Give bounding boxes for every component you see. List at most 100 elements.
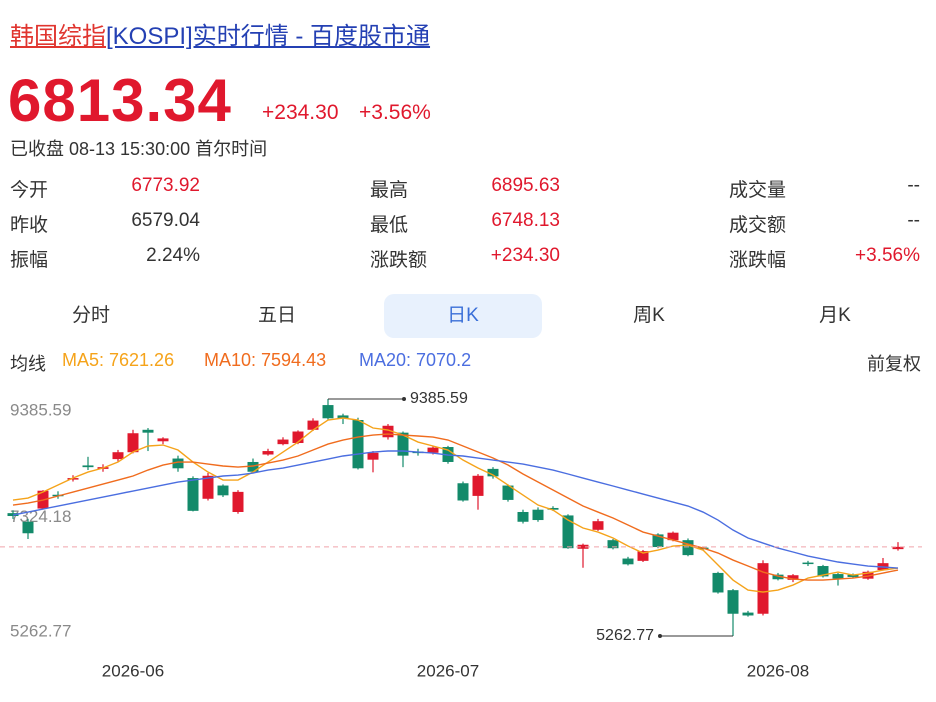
candle-body: [82, 465, 94, 468]
stat-value: --: [907, 175, 920, 196]
candle-body: [457, 483, 469, 501]
candle-body: [472, 475, 484, 496]
candle-body: [712, 572, 724, 593]
candle-body: [592, 521, 604, 530]
stat-label: 昨收: [10, 215, 49, 236]
stat-label: 最高: [370, 180, 409, 201]
candle-body: [427, 447, 439, 453]
tab[interactable]: 月K: [819, 305, 851, 326]
max-dot: [402, 397, 406, 401]
y-tick-label: 9385.59: [10, 400, 71, 419]
candle-body: [757, 563, 769, 614]
candle-body: [502, 485, 514, 500]
candle-body: [247, 461, 259, 472]
candle-body: [577, 544, 589, 549]
kline-chart: 9385.59 7324.18 5262.77 2026-06 2026-07 2026-…: [0, 390, 922, 680]
page-title: 韩国综指[KOSPI]实时行情 - 百度股市通: [10, 16, 430, 51]
title-link[interactable]: 韩国综指: [10, 23, 106, 50]
max-label: 9385.59: [410, 390, 468, 407]
stat-value: 6773.92: [131, 175, 200, 196]
change: +234.30: [262, 101, 339, 124]
legend-item: MA10: 7594.43: [204, 350, 327, 370]
candle-body: [127, 433, 139, 453]
candle-body: [487, 468, 499, 477]
candle-body: [262, 451, 274, 455]
legend-item: MA5: 7621.26: [62, 350, 175, 370]
candle-body: [202, 475, 214, 499]
stat-value: 2.24%: [146, 245, 200, 266]
candle-body: [832, 574, 844, 579]
ma-line: [12, 433, 899, 581]
min-label: 5262.77: [596, 627, 654, 644]
y-tick-label: 5262.77: [10, 621, 71, 640]
candle-body: [232, 491, 244, 512]
candle-body: [637, 551, 649, 561]
candle-body: [652, 534, 664, 548]
stat-label: 涨跌幅: [729, 250, 787, 271]
stat-label: 成交量: [729, 180, 787, 201]
candle-body: [157, 438, 169, 442]
candle-body: [862, 571, 874, 579]
candle-body: [532, 509, 544, 521]
x-tick-label: 2026-08: [747, 661, 809, 680]
candle-body: [322, 405, 334, 419]
tab[interactable]: 周K: [633, 305, 665, 326]
candle-body: [817, 566, 829, 577]
x-tick-label: 2026-07: [417, 661, 479, 680]
candle-body: [187, 478, 199, 511]
adjust-label[interactable]: 前复权: [867, 354, 921, 374]
stat-value: 6748.13: [491, 210, 560, 231]
candle-body: [772, 574, 784, 580]
stat-label: 成交额: [729, 215, 787, 236]
price: 6813.34: [8, 67, 232, 134]
candle-body: [292, 431, 304, 444]
candle-body: [382, 425, 394, 438]
candle-body: [67, 478, 79, 480]
stat-value: +3.56%: [855, 245, 920, 266]
candle-body: [742, 612, 754, 616]
stat-value: +234.30: [490, 245, 560, 266]
candle-body: [607, 540, 619, 549]
y-tick-label: 7324.18: [10, 507, 71, 526]
min-dot: [658, 634, 662, 638]
ma-line: [12, 450, 899, 569]
candle-body: [802, 562, 814, 565]
change-pct: +3.56%: [359, 101, 431, 124]
legend-item: MA20: 7070.2: [359, 350, 472, 370]
stat-label: 最低: [370, 215, 409, 236]
title-link[interactable]: [KOSPI]实时行情 - 百度股市通: [106, 23, 431, 50]
tab[interactable]: 分时: [71, 305, 110, 326]
candle-body: [337, 415, 349, 419]
candle-body: [142, 429, 154, 433]
candle-body: [547, 507, 559, 510]
stat-value: --: [907, 210, 920, 231]
candle-body: [562, 515, 574, 549]
stat-label: 涨跌额: [370, 250, 428, 271]
candle-body: [517, 511, 529, 522]
tab[interactable]: 日K: [384, 294, 542, 338]
candle-body: [787, 575, 799, 580]
candle-body: [682, 540, 694, 556]
candle-body: [217, 485, 229, 496]
stat-value: 6895.63: [491, 175, 560, 196]
market-status: 已收盘 08-13 15:30:00 首尔时间: [10, 139, 268, 159]
x-tick-label: 2026-06: [102, 661, 164, 680]
candle-body: [397, 432, 409, 456]
stat-label: 振幅: [10, 250, 49, 271]
stat-label: 今开: [10, 180, 49, 201]
candle-body: [727, 590, 739, 614]
candle-body: [307, 420, 319, 430]
stat-value: 6579.04: [131, 210, 200, 231]
tab[interactable]: 五日: [257, 305, 296, 326]
candle-body: [352, 420, 364, 469]
candle-body: [112, 452, 124, 460]
candle-body: [22, 521, 34, 534]
candle-body: [847, 574, 859, 577]
ma-label: 均线: [10, 354, 46, 374]
candle-body: [172, 458, 184, 469]
candle-body: [667, 532, 679, 541]
candle-body: [367, 452, 379, 460]
candle-body: [892, 546, 904, 550]
